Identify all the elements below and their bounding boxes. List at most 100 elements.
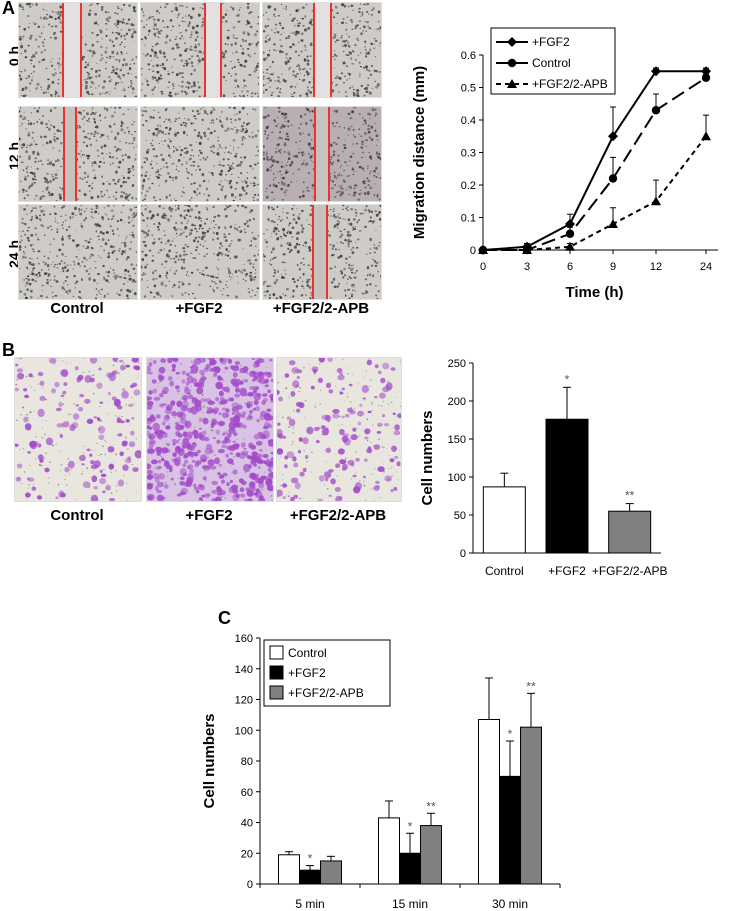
plot-area: 0 20 40 60 80 100 120 140 160 Cell numbers * 5 min *… xyxy=(201,633,561,911)
wound-healing-micrograph xyxy=(140,2,260,98)
series-line xyxy=(483,76,707,251)
y-tick-label: 0 xyxy=(247,879,253,891)
y-tick-label: 0.5 xyxy=(461,83,476,95)
legend-label: Control xyxy=(532,56,571,70)
wound-healing-micrograph xyxy=(140,106,260,202)
wound-healing-micrograph xyxy=(262,106,382,202)
data-point xyxy=(522,245,532,254)
bar xyxy=(420,825,442,885)
bar xyxy=(478,718,500,885)
data-point xyxy=(701,131,711,141)
legend-swatch xyxy=(269,685,284,700)
data-point xyxy=(478,245,488,254)
y-tick-label: 0.4 xyxy=(461,115,476,127)
panel-a-micrographs: 0 h 12 h 24 h Control +FGF2 +FGF2/2-APB xyxy=(0,0,400,320)
y-tick-label: 20 xyxy=(241,848,253,860)
legend-label: +FGF2/2-APB xyxy=(532,77,608,91)
col-label-fgf2: +FGF2 xyxy=(175,300,223,317)
col-label-control: Control xyxy=(50,507,104,524)
invasion-bar-chart: 0 50 100 150 200 250 Cell numbers Control * +FGF2… xyxy=(419,358,668,578)
significance-mark: * xyxy=(508,727,513,741)
y-tick-label: 80 xyxy=(241,756,253,768)
transwell-micrograph xyxy=(276,357,402,502)
legend-label: +FGF2/2-APB xyxy=(288,686,364,700)
y-tick-label: 250 xyxy=(448,358,466,370)
wound-healing-micrograph xyxy=(262,2,382,98)
legend-marker xyxy=(507,37,517,47)
wound-healing-micrograph xyxy=(18,106,138,202)
legend: Control +FGF2 +FGF2/2-APB xyxy=(263,639,391,707)
transwell-micrograph xyxy=(146,357,274,502)
migration-line-chart: 0 0.1 0.2 0.3 0.4 0.5 0.6 0 3 6 9 12 24 Time (h) Migra… xyxy=(411,27,718,301)
adhesion-bar-chart: 0 20 40 60 80 100 120 140 160 Cell numbers * 5 min *… xyxy=(201,633,561,911)
significance-mark: ** xyxy=(526,679,536,693)
col-label-fgf2: +FGF2 xyxy=(185,507,233,524)
panel-label-a: A xyxy=(2,0,15,18)
plot-area: 0 50 100 150 200 250 Cell numbers Control * +FGF2… xyxy=(419,358,668,578)
bar xyxy=(482,486,526,554)
wound-healing-micrograph xyxy=(140,204,260,300)
wound-healing-micrograph xyxy=(18,2,138,98)
data-point xyxy=(608,174,618,183)
data-point xyxy=(651,66,661,77)
y-axis-label: Migration distance (mm) xyxy=(411,66,428,239)
bar xyxy=(520,726,542,885)
y-tick-label: 140 xyxy=(235,664,253,676)
panel-b-micrographs: Control +FGF2 +FGF2/2-APB xyxy=(0,355,402,535)
x-axis-label: Time (h) xyxy=(565,284,623,301)
data-point xyxy=(608,219,618,228)
y-tick-label: 0.6 xyxy=(461,50,476,62)
y-tick-label: 60 xyxy=(241,787,253,799)
x-tick-label: +FGF2/2-APB xyxy=(592,564,668,578)
y-tick-label: 0.2 xyxy=(461,180,476,192)
significance-mark: ** xyxy=(625,489,635,503)
data-point xyxy=(608,131,618,142)
y-axis-label: Cell numbers xyxy=(201,713,218,808)
plot-area: 0 0.1 0.2 0.3 0.4 0.5 0.6 0 3 6 9 12 24 Time (h) Migra… xyxy=(411,50,718,301)
bar xyxy=(399,852,421,885)
bar xyxy=(299,869,321,885)
col-label-control: Control xyxy=(50,300,104,317)
data-point xyxy=(651,196,661,206)
y-tick-label: 0 xyxy=(460,548,466,560)
x-tick-label: 6 xyxy=(567,261,573,273)
bar xyxy=(608,510,652,554)
legend-swatch xyxy=(269,665,284,680)
x-tick-label: 12 xyxy=(650,261,662,273)
y-tick-label: 120 xyxy=(235,695,253,707)
wound-healing-micrograph xyxy=(262,204,382,300)
x-tick-label: 30 min xyxy=(492,897,528,911)
data-point xyxy=(565,241,575,251)
x-tick-label: +FGF2 xyxy=(548,564,586,578)
y-tick-label: 40 xyxy=(241,818,253,830)
x-tick-label: 9 xyxy=(610,261,616,273)
legend-label: +FGF2 xyxy=(288,666,326,680)
legend-marker xyxy=(507,58,517,68)
bar xyxy=(278,854,300,885)
panel-label-c: C xyxy=(218,608,231,628)
legend-label: +FGF2 xyxy=(532,35,570,49)
x-tick-label: 15 min xyxy=(392,897,428,911)
y-tick-label: 200 xyxy=(448,396,466,408)
data-point xyxy=(651,106,661,115)
x-tick-label: 24 xyxy=(700,261,712,273)
x-tick-label: 0 xyxy=(480,261,486,273)
y-tick-label: 50 xyxy=(454,510,466,522)
significance-mark: * xyxy=(308,852,313,866)
x-tick-label: 3 xyxy=(524,261,530,273)
data-point xyxy=(565,219,575,229)
legend-marker xyxy=(507,79,517,88)
legend: +FGF2 Control +FGF2/2-APB xyxy=(490,27,616,95)
y-tick-label: 150 xyxy=(448,434,466,446)
data-point xyxy=(701,66,711,77)
series-line xyxy=(482,70,706,251)
y-tick-label: 100 xyxy=(448,472,466,484)
y-axis-label: Cell numbers xyxy=(419,410,436,505)
panel-label-b: B xyxy=(2,340,15,360)
col-label-fgf2-2apb: +FGF2/2-APB xyxy=(272,300,370,317)
col-label-fgf2-2apb: +FGF2/2-APB xyxy=(289,507,387,524)
legend-swatch xyxy=(269,645,284,660)
x-tick-label: 5 min xyxy=(295,897,324,911)
y-tick-label: 160 xyxy=(235,633,253,645)
series-line xyxy=(483,135,707,251)
